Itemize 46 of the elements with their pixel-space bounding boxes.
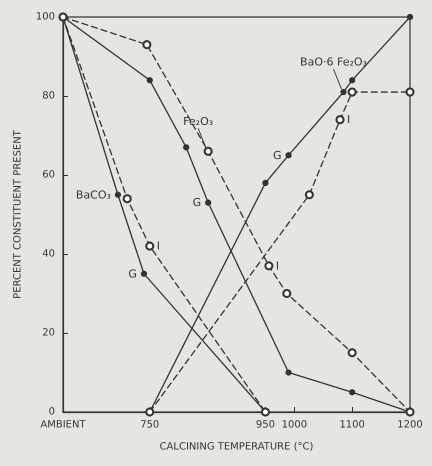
point xyxy=(282,289,292,298)
x-tick-label: 750 xyxy=(140,420,160,430)
annotation: G xyxy=(273,148,282,162)
annotation: G xyxy=(128,267,137,280)
annotation: G xyxy=(192,196,202,210)
point xyxy=(336,115,345,124)
y-tick-label: 100 xyxy=(36,12,55,22)
y-tick-label: 20 xyxy=(42,328,55,338)
point xyxy=(348,88,357,97)
annotation: Fe₂O₃ xyxy=(183,114,214,128)
point xyxy=(340,88,347,96)
y-axis-title: PERCENT CONSTITUENT PRESENT xyxy=(12,129,24,299)
point xyxy=(264,261,274,270)
point xyxy=(406,14,414,20)
point xyxy=(406,88,414,97)
annotation: I xyxy=(347,113,350,126)
point xyxy=(304,190,314,200)
point xyxy=(122,194,132,204)
x-tick-label: AMBIENT xyxy=(40,420,86,430)
x-tick-label: 950 xyxy=(256,420,275,430)
x-axis-title: CALCINING TEMPERATURE (°C) xyxy=(160,442,314,452)
y-tick-label: 40 xyxy=(42,248,55,260)
annotation: BaO·6 Fe₂O₃ xyxy=(300,56,367,69)
annotation: BaCO₃ xyxy=(76,188,111,202)
x-tick-label: 1100 xyxy=(339,420,365,430)
y-tick-label: 60 xyxy=(42,170,55,180)
point xyxy=(140,270,148,277)
point xyxy=(114,192,122,198)
point xyxy=(183,144,190,150)
y-tick-label: 80 xyxy=(42,90,55,102)
point xyxy=(349,389,356,396)
point xyxy=(262,180,269,186)
point xyxy=(145,242,154,251)
point xyxy=(285,152,292,158)
annotation: I xyxy=(156,240,160,253)
annotation: I xyxy=(276,259,280,272)
point xyxy=(349,77,356,84)
point xyxy=(142,40,152,50)
point xyxy=(205,200,212,206)
x-tick-label: 1000 xyxy=(282,420,308,430)
point xyxy=(204,146,213,156)
x-tick-label: 1200 xyxy=(397,420,423,430)
point xyxy=(348,348,357,358)
point xyxy=(285,369,292,376)
y-tick-label: 0 xyxy=(48,406,55,418)
point xyxy=(146,77,153,84)
